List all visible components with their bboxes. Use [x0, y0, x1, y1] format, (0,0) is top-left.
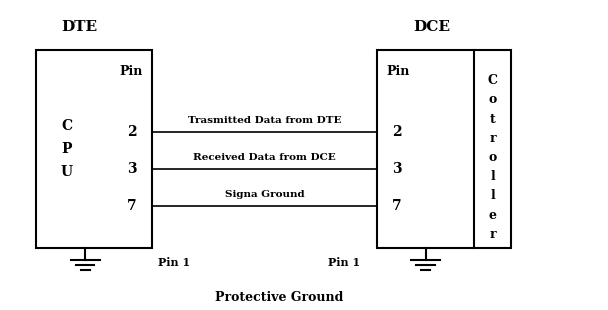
Text: C: C	[488, 74, 497, 87]
Text: DCE: DCE	[413, 20, 451, 34]
Bar	[377, 50, 511, 248]
Text: Pin 1: Pin 1	[158, 257, 190, 268]
Text: r: r	[489, 132, 496, 145]
Text: 7: 7	[127, 199, 137, 213]
Text: DTE: DTE	[61, 20, 97, 34]
Text: o: o	[488, 151, 497, 164]
Text: l: l	[490, 189, 495, 202]
Text: Pin: Pin	[119, 65, 142, 78]
Text: C
P
U: C P U	[61, 119, 73, 179]
Text: o: o	[488, 93, 497, 106]
Text: 7: 7	[392, 199, 402, 213]
Text: t: t	[489, 113, 496, 126]
Text: Protective Ground: Protective Ground	[215, 291, 344, 304]
Text: 3: 3	[127, 162, 137, 176]
Text: 2: 2	[392, 125, 402, 139]
Text: e: e	[488, 209, 497, 222]
Bar	[36, 50, 152, 248]
Text: Signa Ground: Signa Ground	[225, 190, 304, 199]
Text: 3: 3	[392, 162, 402, 176]
Text: Pin 1: Pin 1	[328, 257, 361, 268]
Text: Pin: Pin	[387, 65, 410, 78]
Text: Received Data from DCE: Received Data from DCE	[193, 153, 336, 162]
Text: r: r	[489, 228, 496, 241]
Text: Trasmitted Data from DTE: Trasmitted Data from DTE	[188, 116, 341, 125]
Text: 2: 2	[127, 125, 137, 139]
Text: l: l	[490, 170, 495, 183]
